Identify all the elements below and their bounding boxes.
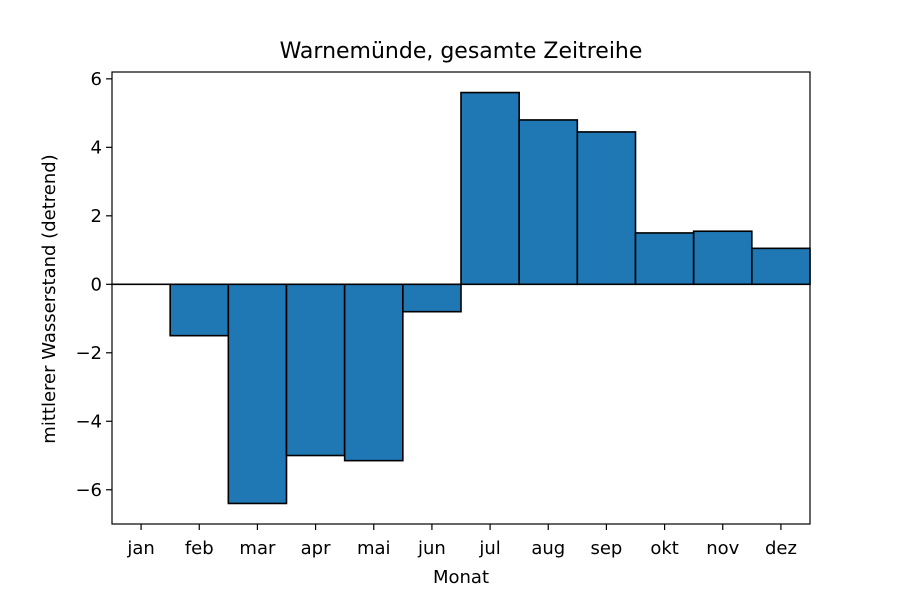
x-tick-label: okt bbox=[650, 538, 679, 559]
x-tick-label: mar bbox=[239, 538, 276, 559]
bar-feb bbox=[169, 283, 230, 337]
x-tick-label: jul bbox=[478, 538, 500, 559]
y-tick-label: 0 bbox=[91, 274, 102, 295]
bar-dez bbox=[751, 247, 811, 286]
bar-apr bbox=[285, 283, 346, 457]
x-tick-label: mai bbox=[357, 538, 391, 559]
x-tick-label: sep bbox=[590, 538, 622, 559]
y-tick-label: 4 bbox=[91, 137, 102, 158]
x-tick-label: nov bbox=[706, 538, 739, 559]
bar-okt bbox=[634, 232, 695, 286]
x-tick-label: aug bbox=[531, 538, 565, 559]
x-tick-label: jan bbox=[126, 538, 154, 559]
axes-frame bbox=[111, 71, 811, 525]
plot-area: jan feb mar apr mai jun jul aug sep okt nov dez −6 −4… bbox=[75, 69, 811, 559]
bar-aug bbox=[518, 119, 579, 286]
y-tick-label: 6 bbox=[91, 69, 102, 90]
y-tick-label: −6 bbox=[75, 480, 102, 501]
x-tick-label: feb bbox=[185, 538, 214, 559]
bar-mai bbox=[343, 283, 404, 462]
x-tick-label: jun bbox=[417, 538, 446, 559]
y-axis-label: mittlerer Wasserstand (detrend) bbox=[39, 154, 60, 443]
x-axis-label: Monat bbox=[433, 567, 489, 588]
y-tick-label: −2 bbox=[75, 343, 102, 364]
y-tick-label: −4 bbox=[75, 411, 102, 432]
x-tick-label: apr bbox=[301, 538, 331, 559]
bar-nov bbox=[692, 230, 753, 286]
x-tick-label: dez bbox=[765, 538, 797, 559]
bar-mar bbox=[227, 283, 288, 505]
bar-sep bbox=[576, 131, 637, 286]
y-tick-label: 2 bbox=[91, 206, 102, 227]
bar-jun bbox=[402, 283, 462, 313]
bar-jul bbox=[460, 91, 520, 286]
chart-title: Warnemünde, gesamte Zeitreihe bbox=[280, 39, 643, 64]
